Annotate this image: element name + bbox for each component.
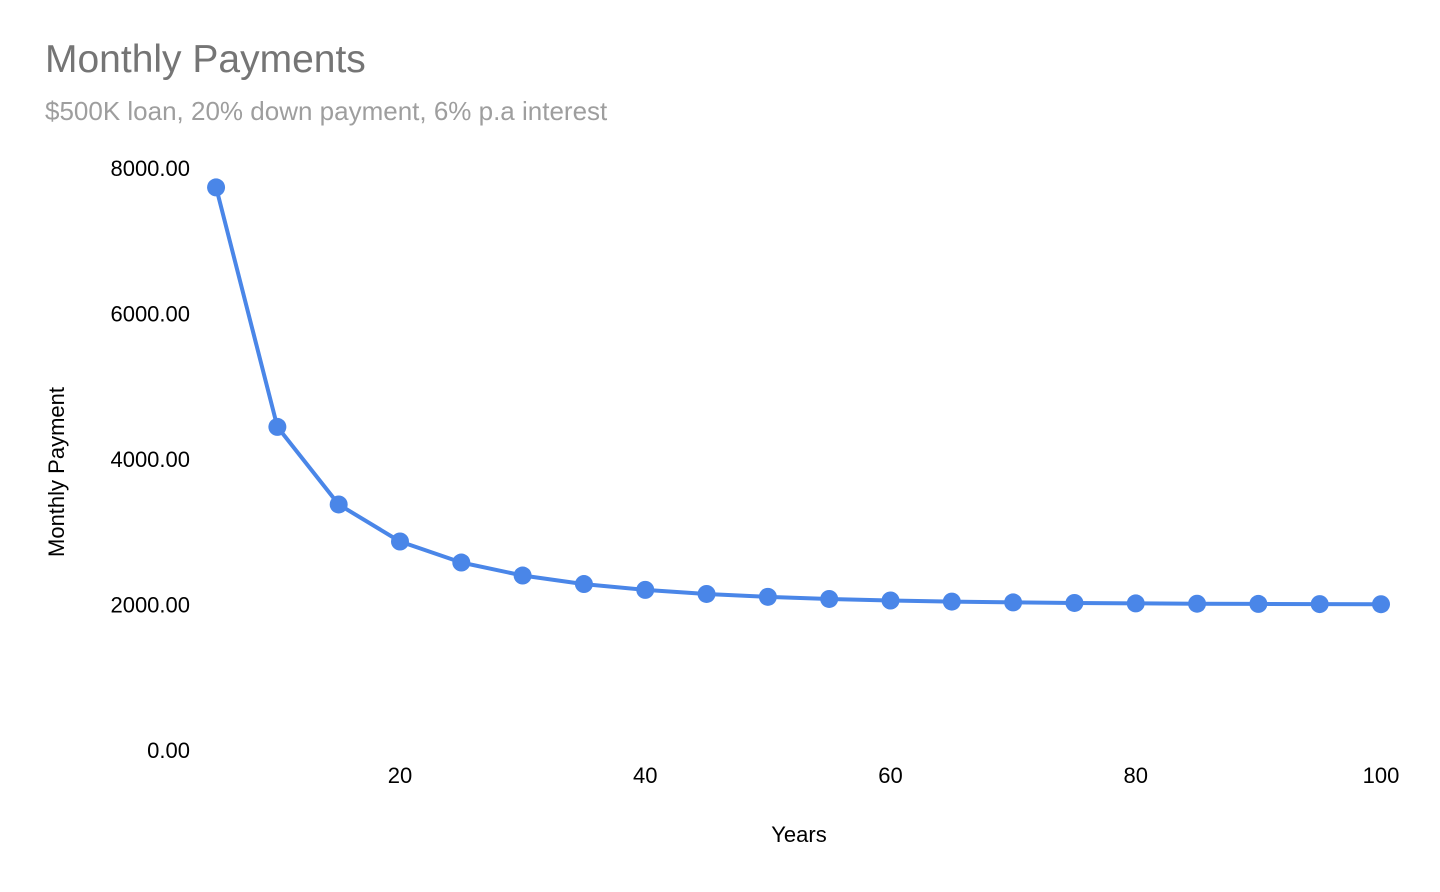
y-tick-label: 8000.00 [110,156,190,181]
data-point [758,587,777,606]
data-point [636,580,655,599]
data-point [1126,594,1145,613]
data-point [329,495,348,514]
x-tick-label: 20 [388,763,412,788]
data-point [207,178,226,197]
series-line [214,185,1383,607]
chart-subtitle: $500K loan, 20% down payment, 6% p.a int… [45,96,608,126]
y-tick-label: 2000.00 [110,593,190,618]
x-tick-label: 100 [1363,763,1400,788]
y-tick-label: 0.00 [147,738,190,763]
y-axis-ticks: 0.00 2000.00 4000.00 6000.00 8000.00 [110,156,190,763]
x-tick-label: 80 [1124,763,1148,788]
x-tick-label: 60 [878,763,902,788]
y-tick-label: 6000.00 [110,302,190,327]
data-point [881,591,900,610]
data-point [942,592,961,611]
data-point [268,417,287,436]
data-point [1004,593,1023,612]
y-tick-label: 4000.00 [110,447,190,472]
data-point [1310,595,1329,614]
data-point [452,553,471,572]
data-point [1372,595,1390,614]
data-point [391,532,409,551]
x-axis-ticks: 20 40 60 80 100 [388,763,1400,788]
data-point [513,566,532,585]
x-axis-title: Years [771,822,826,847]
data-point [1065,593,1084,612]
data-point [574,575,593,594]
x-tick-label: 40 [633,763,657,788]
data-point [820,589,839,608]
y-axis-title: Monthly Payment [44,387,69,557]
data-point [1249,594,1268,613]
chart-title: Monthly Payments [45,38,366,81]
data-point [1188,594,1207,613]
data-point [697,584,716,603]
series-points [207,178,1390,614]
